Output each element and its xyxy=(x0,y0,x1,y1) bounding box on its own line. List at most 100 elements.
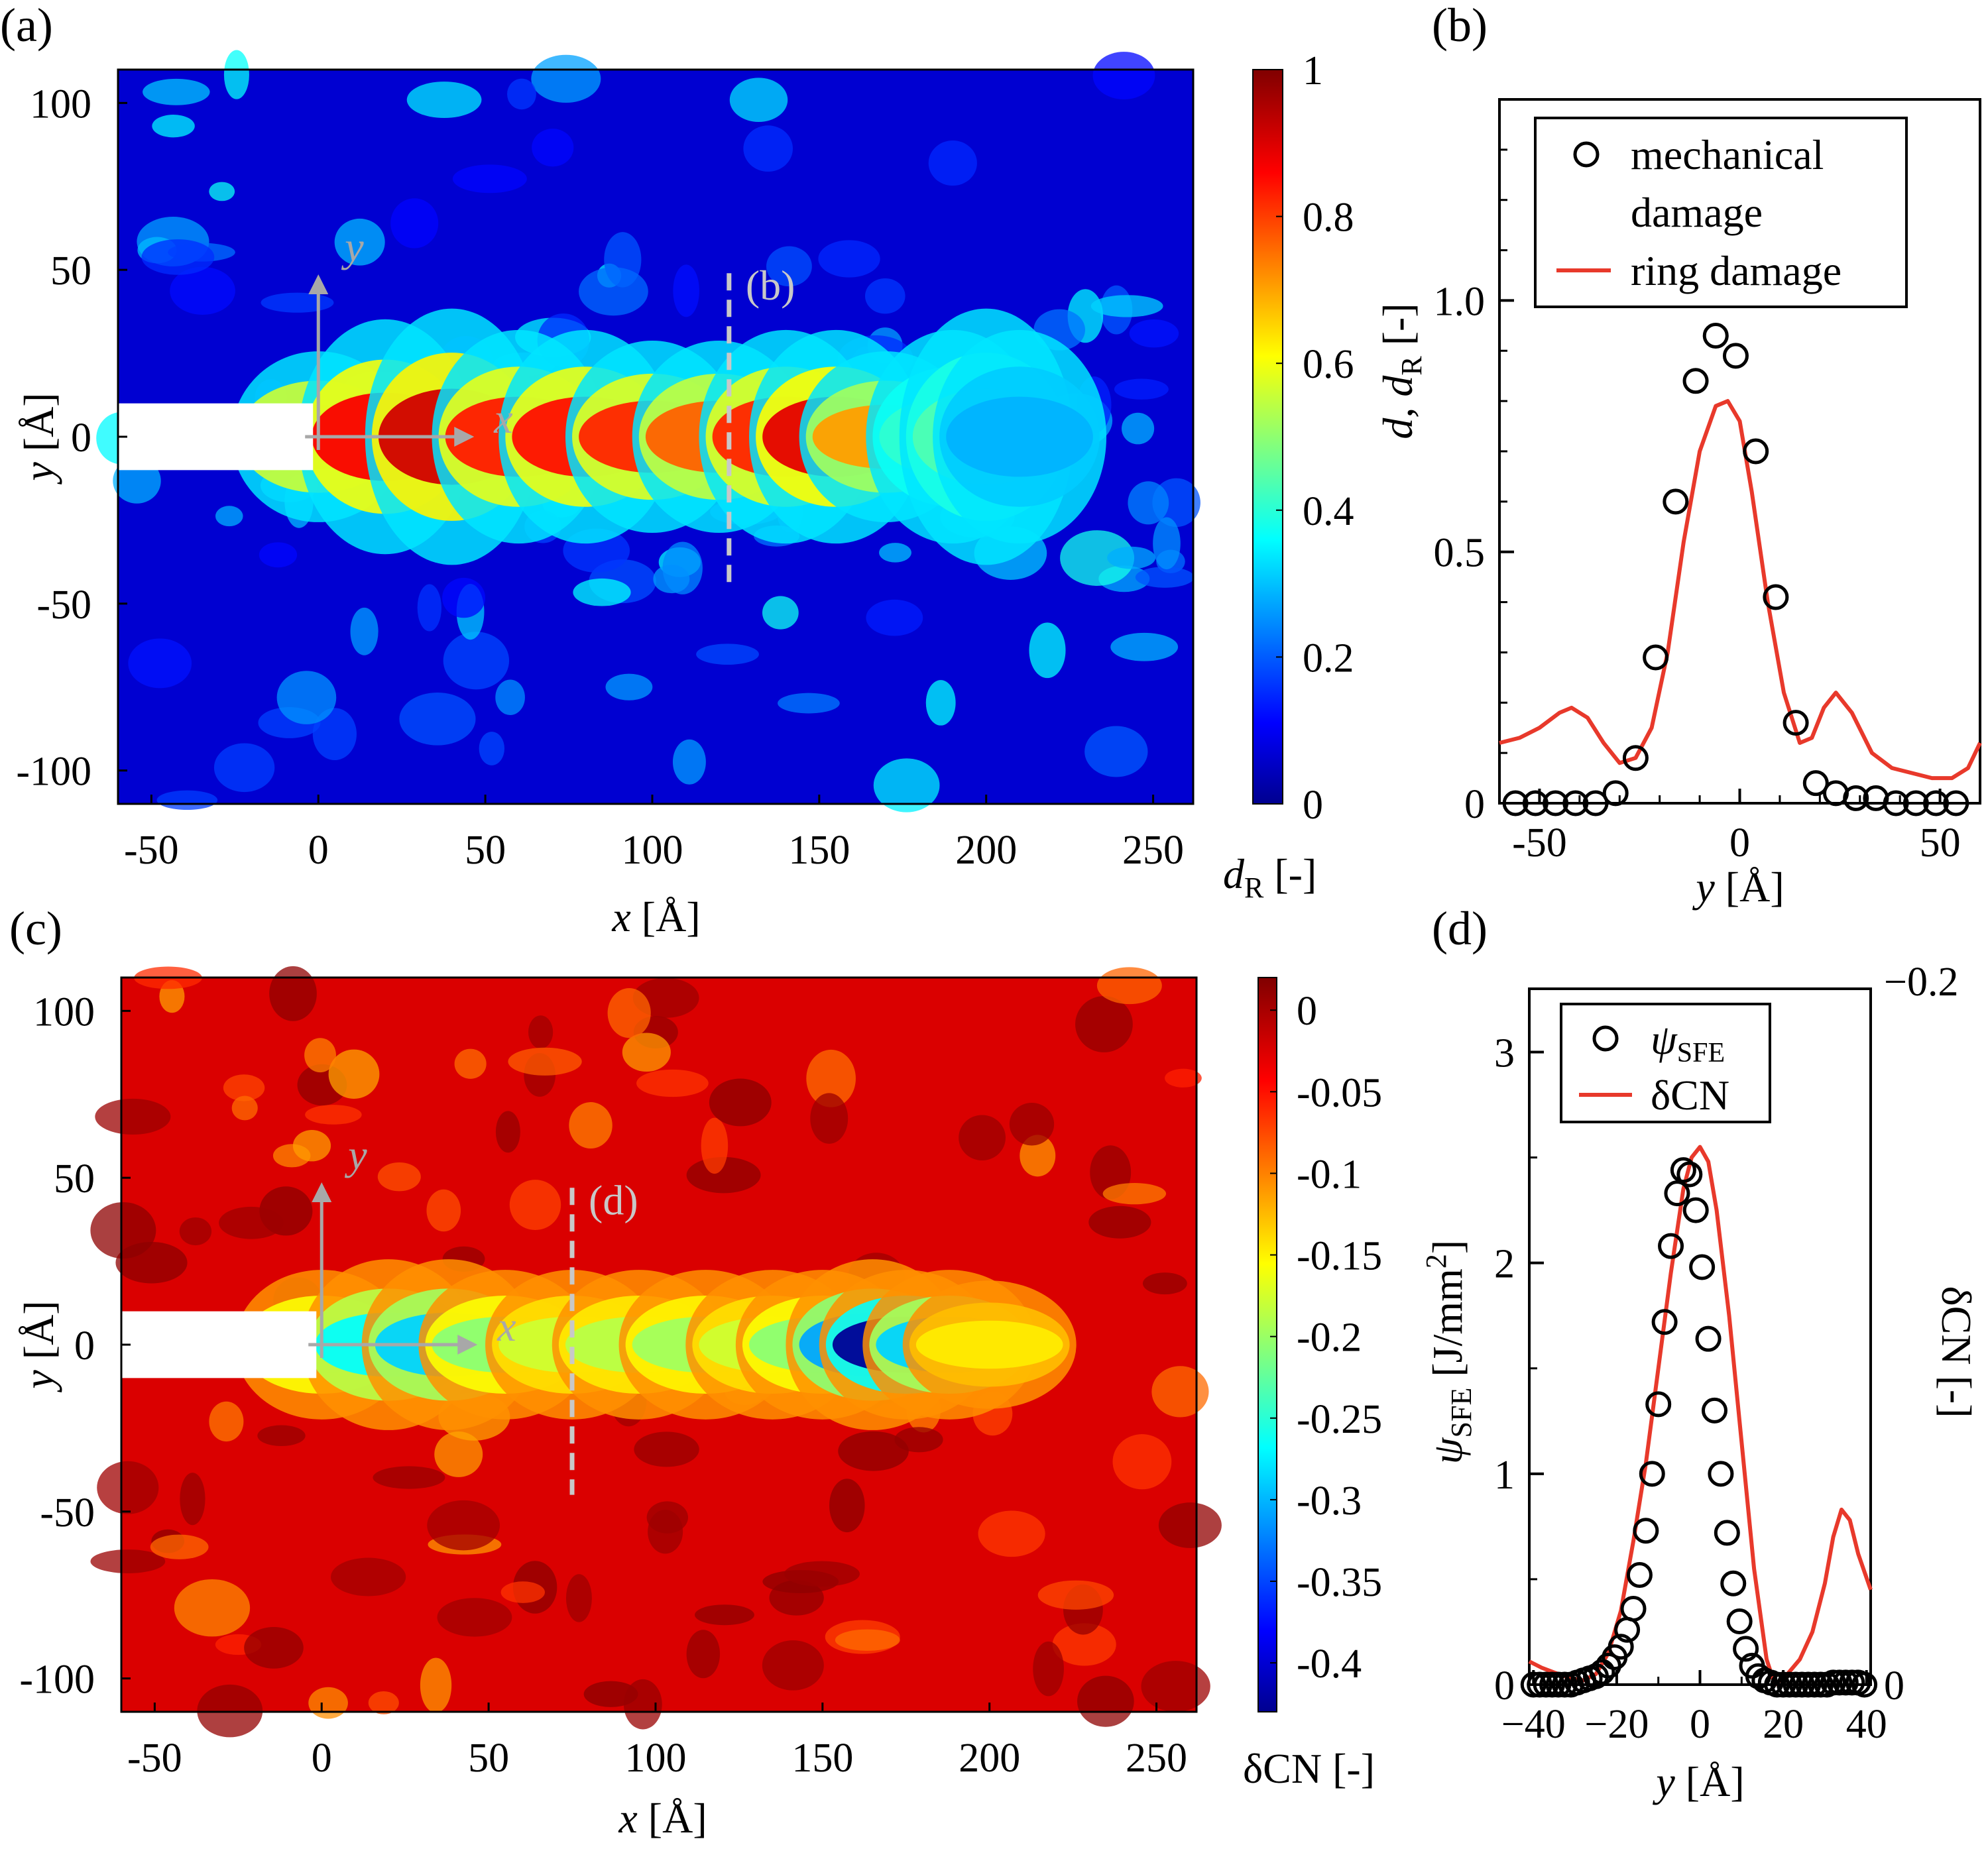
heatmap-blob xyxy=(437,1598,512,1637)
ylabel-d: ψSFE [J/mm2] xyxy=(1420,1240,1478,1464)
heatmap-blob xyxy=(766,246,812,287)
heatmap-blob xyxy=(1060,530,1135,586)
heatmap-blob xyxy=(308,1687,348,1719)
cut-label: (d) xyxy=(589,1176,638,1223)
x-tick-label: 200 xyxy=(959,1736,1020,1781)
heatmap-blob xyxy=(152,115,195,138)
colorbar-c xyxy=(1257,977,1277,1712)
heatmap-blob xyxy=(495,1111,520,1153)
heatmap-blob xyxy=(579,267,648,316)
local-y-label: y xyxy=(341,223,364,270)
scatter-point xyxy=(1664,1180,1690,1207)
heatmap-blob xyxy=(507,78,536,110)
x-tick-label: 250 xyxy=(1122,828,1184,873)
heatmap-blob xyxy=(1092,52,1155,99)
heatmap-blob xyxy=(269,966,317,1021)
colorbar-tick-label: 1 xyxy=(1303,48,1323,93)
heatmap-blob xyxy=(156,790,218,811)
heatmap-blob xyxy=(762,1640,824,1691)
x-tick-label: 0 xyxy=(1729,820,1750,866)
heatmap-c: x y (d) xyxy=(90,966,1222,1738)
heatmap-blob xyxy=(701,1117,729,1174)
scatter-point xyxy=(1676,1161,1703,1188)
scatter-point xyxy=(1602,780,1629,807)
heatmap-blob xyxy=(569,1102,613,1149)
legend-text-ring: ring damage xyxy=(1631,247,1842,294)
scatter-point xyxy=(1843,785,1869,811)
scatter-point xyxy=(1726,1608,1753,1635)
heatmap-blob xyxy=(532,129,574,167)
heatmap-blob xyxy=(292,1130,331,1162)
heatmap-blob xyxy=(835,1629,900,1651)
heatmap-blob xyxy=(818,240,880,278)
scatter-point xyxy=(1783,710,1809,736)
heatmap-blob xyxy=(686,1156,761,1194)
heatmap-blob xyxy=(1153,517,1181,570)
heatmap-blob xyxy=(838,1431,909,1471)
colorbar-label-a: dR [-] xyxy=(1223,850,1316,904)
series-line xyxy=(1499,399,1982,781)
scatter-point xyxy=(1582,790,1609,816)
scatter-point xyxy=(1695,1325,1722,1352)
heatmap-blob xyxy=(406,82,482,119)
colorbar-tick-label: 0.4 xyxy=(1303,489,1354,534)
scatter-point xyxy=(1658,1233,1684,1259)
heatmap-blob xyxy=(1029,622,1066,679)
colorbar-tick-label: -0.3 xyxy=(1297,1479,1362,1524)
ylabel-b: d, dR [-] xyxy=(1374,303,1428,439)
colorbar-tick-label: -0.35 xyxy=(1297,1560,1382,1605)
legend-text-dcn: δCN xyxy=(1651,1072,1729,1119)
x-tick-label: 50 xyxy=(465,828,506,873)
heatmap-blob xyxy=(662,541,703,594)
heatmap-blob xyxy=(1107,546,1156,569)
scatter-point xyxy=(1522,790,1549,816)
scatter-point xyxy=(1763,584,1789,610)
heatmap-blob xyxy=(128,638,192,689)
heatmap-blob xyxy=(1075,995,1133,1052)
heatmap-blob xyxy=(350,607,379,655)
heatmap-blob xyxy=(215,506,243,527)
heatmap-blob xyxy=(328,1049,380,1099)
colorbar-a xyxy=(1252,69,1283,805)
panel-b: (b) -50 0 50 1.0 0.5 0 y [Å] d, dR [-] mechan… xyxy=(1374,0,1982,911)
heatmap-blob xyxy=(509,1180,561,1230)
colorbar-label-c: δCN [-] xyxy=(1243,1745,1375,1792)
colorbar-tick-label: 0 xyxy=(1297,989,1317,1034)
heatmap-blob xyxy=(426,1189,461,1232)
panel-a-label: (a) xyxy=(0,0,53,52)
heatmap-blob xyxy=(928,140,977,186)
heatmap-blob xyxy=(978,1510,1045,1557)
heatmap-blob xyxy=(420,1657,452,1713)
right-y-tick-label: −0.2 xyxy=(1884,960,1958,1005)
heatmap-blob xyxy=(879,543,911,563)
heatmap-blob xyxy=(622,1033,671,1072)
scatter-point xyxy=(1626,1562,1653,1589)
colorbar-tick-label: -0.1 xyxy=(1297,1152,1362,1197)
ticks-c: -50 0 50 100 150 200 250 100 50 0 -50 -100 xyxy=(19,989,1187,1781)
heatmap-blob xyxy=(1151,1366,1209,1418)
y-tick-label: 0 xyxy=(74,1323,95,1369)
heatmap-blob xyxy=(1009,1103,1055,1146)
heatmap-blob xyxy=(605,673,653,700)
heatmap-blob xyxy=(304,1038,336,1073)
heatmap-blob xyxy=(454,1048,487,1079)
scatter-point xyxy=(1639,1461,1665,1487)
panel-b-label: (b) xyxy=(1432,0,1488,52)
legend-text-psi: ψSFE xyxy=(1651,1016,1725,1068)
heatmap-blob xyxy=(634,1431,699,1467)
heatmap-blob xyxy=(261,292,334,313)
x-tick-label: 0 xyxy=(312,1736,332,1781)
scatter-point xyxy=(1720,1570,1747,1597)
heatmap-blob xyxy=(170,266,235,315)
heatmap-blob xyxy=(97,1461,159,1514)
heatmap-blob xyxy=(648,1510,683,1554)
heatmap-blob xyxy=(636,1069,709,1097)
heatmap-blob xyxy=(866,599,923,636)
y-tick-label: -100 xyxy=(16,750,91,795)
local-y-label: y xyxy=(344,1131,367,1178)
heatmap-blob xyxy=(90,1549,166,1573)
legend-marker-d xyxy=(1592,1025,1619,1052)
heatmap-blob xyxy=(1122,412,1155,445)
